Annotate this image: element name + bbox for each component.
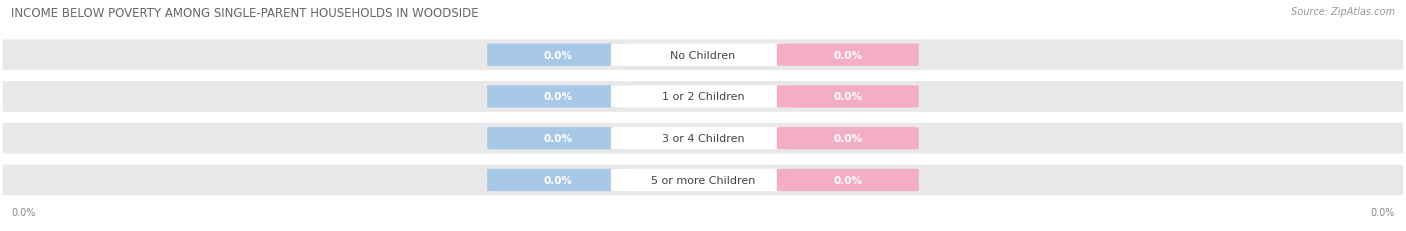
Text: 1 or 2 Children: 1 or 2 Children	[662, 92, 744, 102]
FancyBboxPatch shape	[3, 123, 1403, 154]
FancyBboxPatch shape	[612, 44, 796, 67]
Text: 0.0%: 0.0%	[11, 207, 35, 218]
FancyBboxPatch shape	[612, 169, 796, 191]
Text: 0.0%: 0.0%	[544, 134, 572, 144]
FancyBboxPatch shape	[612, 86, 796, 108]
FancyBboxPatch shape	[486, 128, 630, 150]
FancyBboxPatch shape	[3, 40, 1403, 71]
FancyBboxPatch shape	[776, 44, 920, 67]
Text: 0.0%: 0.0%	[834, 175, 862, 185]
FancyBboxPatch shape	[486, 44, 630, 67]
FancyBboxPatch shape	[486, 169, 630, 191]
Text: 0.0%: 0.0%	[834, 134, 862, 144]
Text: 0.0%: 0.0%	[834, 92, 862, 102]
Text: 3 or 4 Children: 3 or 4 Children	[662, 134, 744, 144]
FancyBboxPatch shape	[612, 128, 796, 150]
Text: 0.0%: 0.0%	[544, 175, 572, 185]
FancyBboxPatch shape	[776, 86, 920, 108]
Text: No Children: No Children	[671, 50, 735, 61]
Text: 0.0%: 0.0%	[1371, 207, 1395, 218]
Text: 5 or more Children: 5 or more Children	[651, 175, 755, 185]
FancyBboxPatch shape	[486, 86, 630, 108]
FancyBboxPatch shape	[3, 82, 1403, 112]
Text: INCOME BELOW POVERTY AMONG SINGLE-PARENT HOUSEHOLDS IN WOODSIDE: INCOME BELOW POVERTY AMONG SINGLE-PARENT…	[11, 7, 479, 20]
FancyBboxPatch shape	[3, 165, 1403, 195]
Text: 0.0%: 0.0%	[544, 50, 572, 61]
Text: Source: ZipAtlas.com: Source: ZipAtlas.com	[1291, 7, 1395, 17]
Text: 0.0%: 0.0%	[544, 92, 572, 102]
Text: 0.0%: 0.0%	[834, 50, 862, 61]
FancyBboxPatch shape	[776, 128, 920, 150]
FancyBboxPatch shape	[776, 169, 920, 191]
